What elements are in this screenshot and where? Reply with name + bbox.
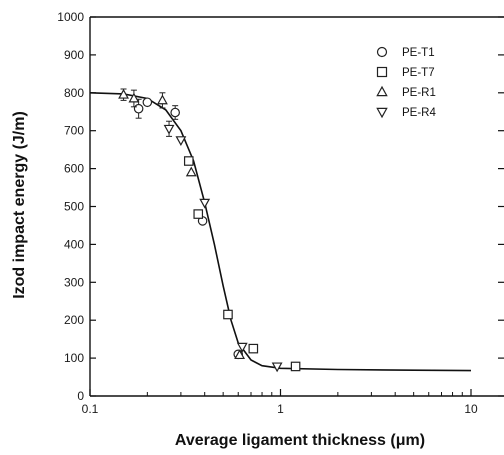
y-tick-label: 200: [64, 313, 84, 327]
pe-t7-point: [223, 309, 233, 320]
pe-t7-point: [290, 361, 301, 372]
pe-t7-legend-marker: [376, 66, 388, 78]
y-tick-label: 700: [64, 124, 84, 138]
y-axis-title: Izod impact energy (J/m): [11, 111, 28, 299]
pe-r4-point: [199, 198, 211, 209]
y-tick-label: 300: [64, 275, 84, 289]
legend-label: PE-T1: [402, 47, 435, 59]
y-tick-label: 0: [77, 389, 84, 403]
x-axis-title: Average ligament thickness (μm): [175, 432, 425, 449]
pe-r1-point: [234, 349, 246, 360]
pe-t1-legend-marker: [376, 46, 388, 58]
x-axis-ticks: 0.1 1 10: [82, 389, 478, 416]
y-tick-label: 500: [64, 200, 84, 214]
y-tick-label: 100: [64, 351, 84, 365]
pe-t1-point: [170, 107, 180, 118]
y-tick-label: 1000: [57, 10, 84, 24]
pe-r1-point: [185, 166, 197, 177]
y-tick-label: 900: [64, 48, 84, 62]
pe-r4-legend-marker: [376, 107, 388, 119]
legend-label: PE-R1: [402, 87, 436, 99]
y-axis-ticks: 0 100 200 300 400 500 600 700 800 900 1000: [57, 10, 504, 403]
x-tick-label: 10: [464, 402, 478, 416]
pe-r1-point: [157, 94, 168, 105]
legend-label: PE-R4: [402, 107, 436, 119]
x-tick-label: 1: [277, 402, 284, 416]
pe-t1-point: [133, 103, 144, 114]
pe-r1-point: [128, 92, 140, 103]
pe-r4-point: [163, 124, 175, 135]
data-points: [118, 88, 301, 373]
pe-r1-point: [118, 88, 129, 99]
pe-t7-point: [248, 343, 259, 354]
y-tick-label: 400: [64, 237, 84, 251]
pe-r4-point: [175, 136, 187, 147]
legend: PE-T1 PE-T7 PE-R1 PE-R4: [376, 46, 436, 119]
y-tick-label: 800: [64, 86, 84, 100]
pe-r4-point: [271, 362, 283, 373]
pe-r1-legend-marker: [376, 85, 388, 97]
pe-r4-point: [236, 342, 248, 353]
pe-t7-point: [183, 156, 194, 166]
y-tick-label: 600: [64, 162, 84, 176]
pe-t7-point: [193, 209, 204, 219]
pe-t1-point: [142, 97, 153, 108]
legend-label: PE-T7: [402, 67, 435, 79]
x-tick-label: 0.1: [82, 402, 99, 416]
